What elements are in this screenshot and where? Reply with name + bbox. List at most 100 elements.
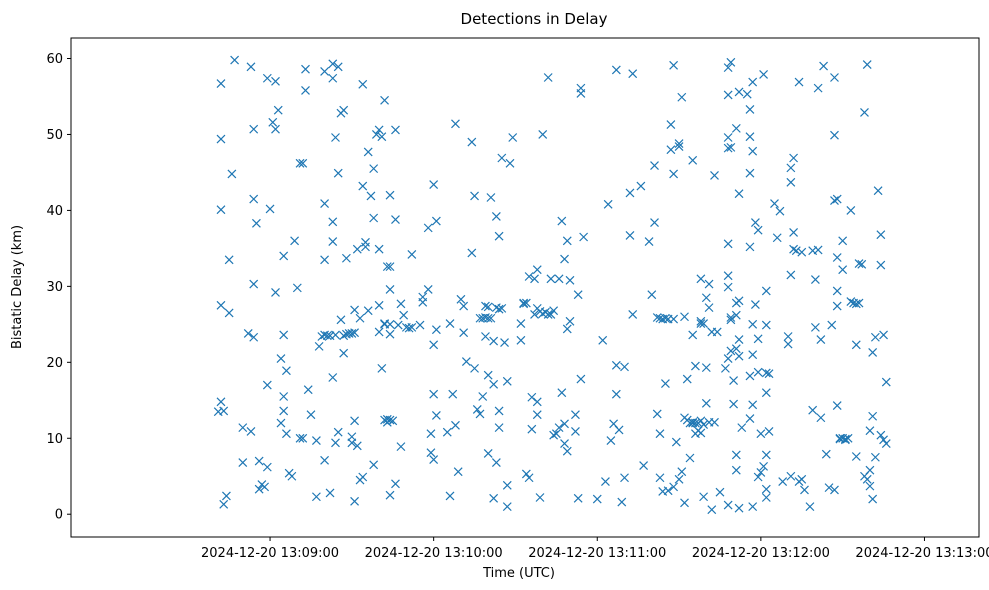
data-point [366,191,376,201]
chart-title: Detections in Delay [461,10,608,28]
data-point [571,410,580,420]
data-point [279,330,289,340]
data-point [361,242,370,252]
data-point [696,319,706,329]
data-point [576,89,586,98]
data-point [614,425,624,435]
data-point [846,205,856,215]
data-point [527,392,537,402]
data-point [549,306,559,316]
data-point [543,73,553,82]
data-point [669,169,679,179]
data-point [783,332,793,341]
data-point [737,423,747,433]
data-point [745,132,755,142]
data-point [696,428,706,438]
data-point [734,351,744,361]
data-point [655,429,665,439]
data-point [745,104,755,114]
data-point [431,325,441,335]
data-point [865,426,875,436]
data-point [789,244,799,254]
data-point [810,322,820,332]
data-point [879,330,888,340]
data-point [382,414,392,424]
data-point [429,455,439,464]
data-point [298,158,308,168]
data-point [652,409,662,419]
data-point [483,313,493,323]
data-point [699,319,709,329]
data-point [328,59,338,69]
data-point [726,315,736,325]
data-point [306,410,316,420]
data-point [385,415,395,425]
data-point [756,429,766,439]
data-point [701,398,711,408]
data-point [516,319,526,329]
data-point [451,420,460,430]
y-tick-label: 60 [46,52,63,67]
data-point [459,328,469,338]
x-axis-ticks: 2024-12-20 13:09:00 2024-12-20 13:10:00 20… [201,537,989,561]
data-point [347,432,357,442]
data-point [331,330,340,340]
data-point [320,199,330,208]
data-point [350,416,360,426]
data-point [295,158,305,168]
data-point [868,411,878,421]
data-point [385,490,395,500]
data-point [854,298,864,308]
data-point [677,467,687,477]
y-axis-label: Bistatic Delay (km) [10,225,25,349]
data-point [535,493,545,502]
data-point [571,427,580,436]
data-point [333,62,343,72]
data-point [748,77,758,87]
data-point [216,79,226,88]
data-point [838,236,848,246]
data-point [262,380,272,390]
data-point [710,171,719,180]
data-point [690,418,700,428]
data-point [628,69,638,79]
y-axis-ticks: 0 10 20 30 40 50 60 [46,52,71,523]
data-point [715,487,725,497]
data-point [734,296,744,306]
data-point [475,409,485,419]
data-point [620,473,629,483]
data-point [650,161,659,171]
data-point [870,332,880,342]
data-point [625,231,635,240]
data-point [328,373,338,382]
data-point [775,206,785,216]
data-point [224,308,234,318]
data-point [862,474,872,484]
data-point [838,265,848,275]
data-point [734,189,744,199]
data-point [745,168,755,178]
data-point [816,335,826,344]
data-point [331,438,340,448]
data-point [273,105,283,115]
data-point [830,196,839,205]
data-point [508,133,518,142]
data-point [805,502,815,512]
data-point [470,191,479,201]
data-point [690,361,700,371]
data-point [753,472,763,482]
data-point [840,435,850,445]
data-point [797,247,807,257]
x-tick-label: 2024-12-20 13:11:00 [528,546,666,561]
data-point [369,164,379,174]
data-point [881,439,891,449]
data-point [426,448,436,458]
data-point [415,320,425,330]
data-point [669,314,679,324]
data-point [786,270,796,280]
data-point [328,237,338,246]
data-point [731,310,741,320]
data-point [674,139,684,148]
data-point [500,338,509,347]
